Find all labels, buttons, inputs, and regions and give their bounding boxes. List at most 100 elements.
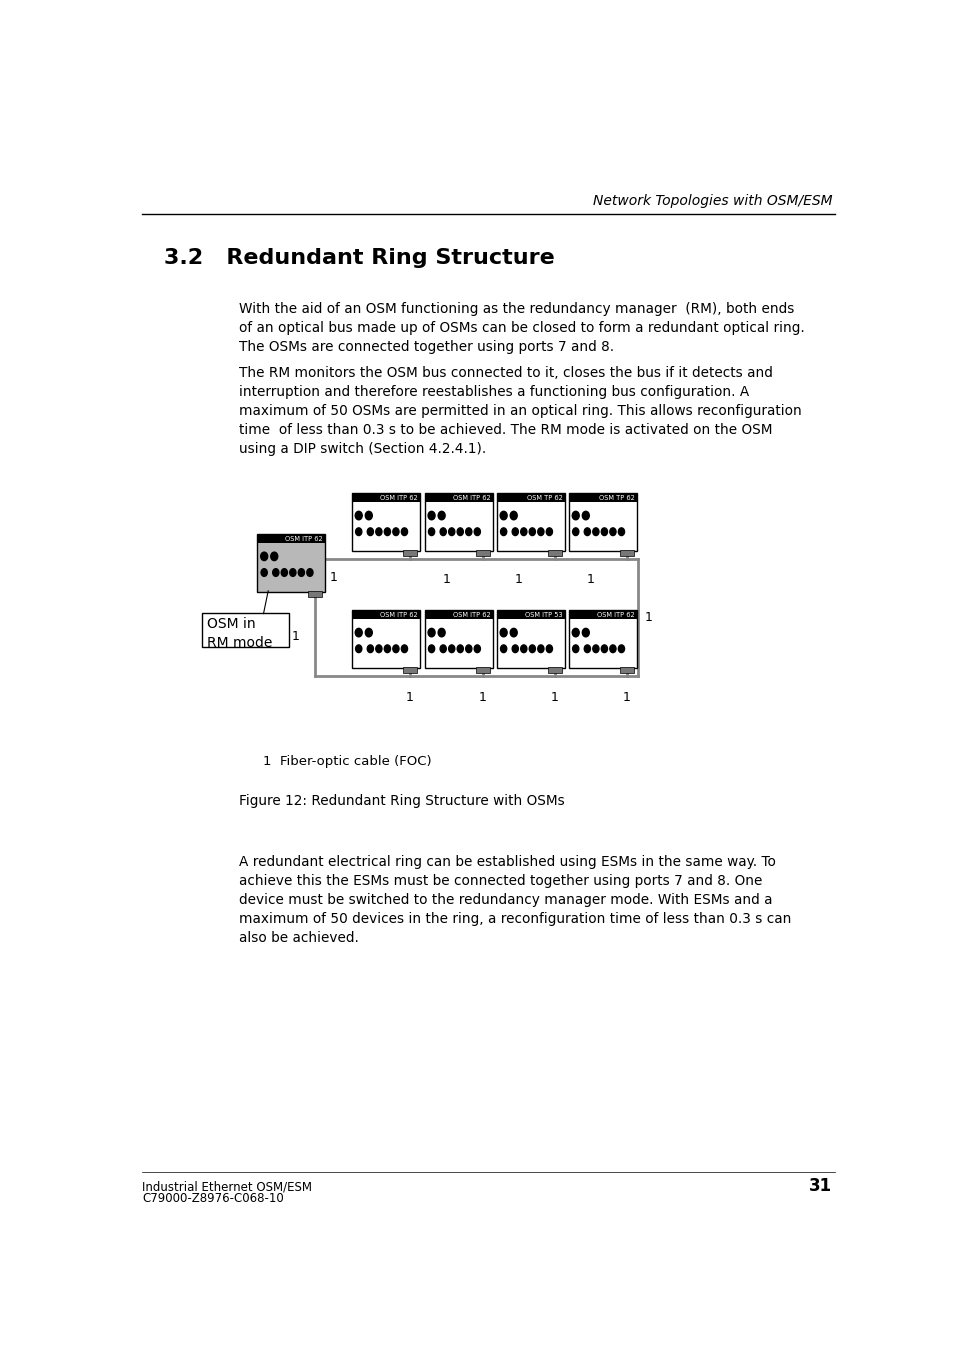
Bar — [352, 493, 419, 551]
Text: OSM ITP 62: OSM ITP 62 — [453, 612, 490, 617]
Text: 1: 1 — [586, 573, 594, 585]
Ellipse shape — [529, 644, 535, 653]
Ellipse shape — [367, 528, 373, 535]
Ellipse shape — [365, 511, 372, 520]
Text: 1: 1 — [644, 611, 652, 624]
Text: OSM ITP 62: OSM ITP 62 — [597, 612, 634, 617]
Ellipse shape — [499, 511, 507, 520]
Ellipse shape — [510, 511, 517, 520]
Ellipse shape — [512, 644, 517, 653]
Text: 1: 1 — [442, 573, 450, 585]
Ellipse shape — [465, 528, 472, 535]
Ellipse shape — [529, 528, 535, 535]
Text: OSM in
RM mode: OSM in RM mode — [207, 617, 272, 650]
Ellipse shape — [500, 528, 506, 535]
Ellipse shape — [428, 644, 435, 653]
Text: 31: 31 — [808, 1177, 831, 1196]
Ellipse shape — [448, 528, 455, 535]
Text: OSM ITP 53: OSM ITP 53 — [524, 612, 562, 617]
Ellipse shape — [271, 553, 277, 561]
Text: 1: 1 — [292, 630, 299, 643]
Text: OSM ITP 62: OSM ITP 62 — [285, 535, 323, 542]
Ellipse shape — [437, 511, 445, 520]
Ellipse shape — [581, 511, 589, 520]
Text: OSM ITP 62: OSM ITP 62 — [379, 612, 417, 617]
Bar — [619, 550, 633, 557]
Ellipse shape — [465, 644, 472, 653]
Text: Network Topologies with OSM/ESM: Network Topologies with OSM/ESM — [592, 193, 831, 208]
Text: 1  Fiber-optic cable (FOC): 1 Fiber-optic cable (FOC) — [262, 755, 431, 767]
Ellipse shape — [298, 569, 304, 577]
Ellipse shape — [546, 528, 552, 535]
Ellipse shape — [592, 644, 598, 653]
Ellipse shape — [355, 644, 361, 653]
Ellipse shape — [281, 569, 287, 577]
Text: 1: 1 — [406, 692, 414, 704]
Bar — [568, 493, 637, 503]
Text: 3.2   Redundant Ring Structure: 3.2 Redundant Ring Structure — [164, 249, 555, 269]
Ellipse shape — [307, 569, 313, 577]
Text: With the aid of an OSM functioning as the redundancy manager  (RM), both ends
of: With the aid of an OSM functioning as th… — [239, 303, 804, 354]
Ellipse shape — [428, 628, 435, 636]
Text: 1: 1 — [515, 573, 522, 585]
Ellipse shape — [600, 528, 607, 535]
Ellipse shape — [510, 628, 517, 636]
Ellipse shape — [273, 569, 278, 577]
Ellipse shape — [572, 528, 578, 535]
Ellipse shape — [355, 528, 361, 535]
Ellipse shape — [520, 528, 526, 535]
Ellipse shape — [439, 528, 446, 535]
Text: C79000-Z8976-C068-10: C79000-Z8976-C068-10 — [142, 1192, 284, 1205]
Bar — [424, 493, 493, 551]
Ellipse shape — [401, 528, 407, 535]
Ellipse shape — [393, 528, 398, 535]
Text: Industrial Ethernet OSM/ESM: Industrial Ethernet OSM/ESM — [142, 1181, 313, 1194]
Ellipse shape — [500, 644, 506, 653]
Bar — [476, 667, 489, 673]
Bar — [547, 550, 561, 557]
Bar — [424, 611, 493, 667]
Bar — [352, 611, 419, 667]
Bar — [424, 611, 493, 620]
Ellipse shape — [393, 644, 398, 653]
Ellipse shape — [537, 528, 543, 535]
Text: OSM ITP 62: OSM ITP 62 — [379, 494, 417, 501]
Bar — [402, 550, 416, 557]
Bar — [257, 534, 325, 543]
Bar — [308, 590, 322, 597]
Bar — [257, 534, 325, 592]
Ellipse shape — [355, 511, 362, 520]
Ellipse shape — [448, 644, 455, 653]
Ellipse shape — [592, 528, 598, 535]
Ellipse shape — [456, 528, 463, 535]
Ellipse shape — [537, 644, 543, 653]
Bar — [402, 667, 416, 673]
Ellipse shape — [365, 628, 372, 636]
Ellipse shape — [428, 511, 435, 520]
Bar — [497, 611, 564, 667]
Ellipse shape — [609, 528, 616, 535]
Ellipse shape — [583, 644, 590, 653]
Ellipse shape — [581, 628, 589, 636]
Text: OSM ITP 62: OSM ITP 62 — [453, 494, 490, 501]
Bar — [497, 493, 564, 551]
Text: Figure 12: Redundant Ring Structure with OSMs: Figure 12: Redundant Ring Structure with… — [239, 793, 564, 808]
Ellipse shape — [609, 644, 616, 653]
Ellipse shape — [499, 628, 507, 636]
Ellipse shape — [401, 644, 407, 653]
Ellipse shape — [375, 644, 381, 653]
Text: 1: 1 — [550, 692, 558, 704]
Text: The RM monitors the OSM bus connected to it, closes the bus if it detects and
in: The RM monitors the OSM bus connected to… — [239, 366, 801, 457]
Ellipse shape — [375, 528, 381, 535]
Ellipse shape — [384, 644, 390, 653]
Bar — [547, 667, 561, 673]
Text: 1: 1 — [478, 692, 486, 704]
Ellipse shape — [572, 644, 578, 653]
Ellipse shape — [618, 644, 624, 653]
Ellipse shape — [261, 569, 267, 577]
Bar — [352, 493, 419, 503]
Ellipse shape — [367, 644, 373, 653]
Ellipse shape — [437, 628, 445, 636]
Ellipse shape — [512, 528, 517, 535]
Bar — [497, 611, 564, 620]
